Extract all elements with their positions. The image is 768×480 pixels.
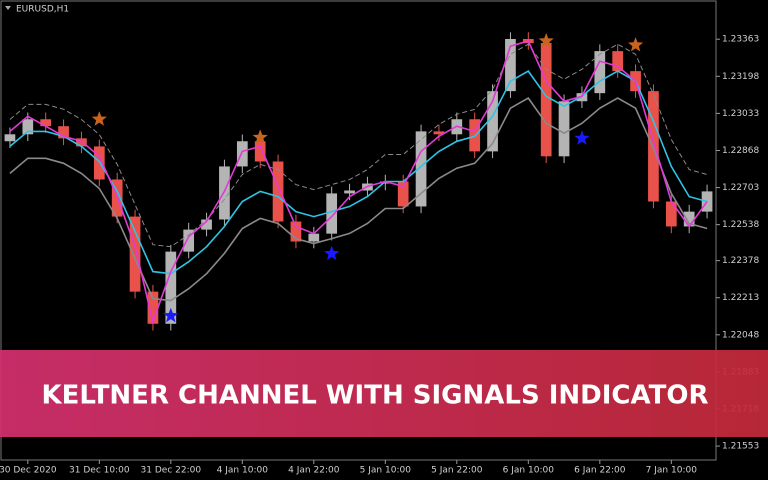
x-tick-label: 6 Jan 10:00 [503, 466, 555, 476]
candle-body [4, 134, 16, 142]
signal-star [252, 129, 268, 144]
indicator-line [9, 97, 708, 302]
x-tick-label: 7 Jan 10:00 [646, 466, 698, 476]
x-tick-label: 4 Jan 22:00 [288, 466, 340, 476]
x-tick-label: 5 Jan 22:00 [431, 466, 483, 476]
candle-body [22, 119, 34, 135]
x-tick-label: 6 Jan 22:00 [574, 466, 626, 476]
candle-body [540, 43, 552, 157]
candle-body [40, 119, 52, 127]
candle-body [344, 190, 355, 194]
candle-body [308, 233, 320, 242]
signal-star [91, 111, 107, 126]
signal-star [574, 130, 590, 145]
indicator-line [9, 70, 708, 275]
candle-body [76, 138, 87, 147]
y-tick-label: 1.23363 [722, 35, 759, 45]
candle-body [236, 141, 248, 167]
candle-body [397, 181, 409, 207]
indicator-line [9, 40, 708, 325]
candle-body [487, 91, 498, 152]
candle-body [326, 193, 338, 234]
title-icon [5, 6, 11, 10]
banner-text: KELTNER CHANNEL WITH SIGNALS INDICATOR [42, 381, 709, 411]
candle-body [165, 251, 177, 324]
indicator-line [9, 43, 708, 248]
x-tick-label: 31 Dec 22:00 [141, 466, 202, 476]
candle-body [129, 216, 141, 292]
candle-body [594, 51, 606, 94]
y-tick-label: 1.22868 [722, 146, 759, 156]
banner [0, 350, 768, 437]
plot-frame [0, 0, 717, 461]
y-tick-label: 1.22378 [722, 256, 759, 266]
chart-title: EURUSD,H1 [16, 5, 69, 15]
y-tick-label: 1.22213 [722, 293, 759, 303]
signal-star [538, 33, 554, 48]
signal-star [628, 37, 644, 52]
y-tick-label: 1.21553 [722, 442, 759, 452]
candle-body [254, 141, 266, 162]
candle-body [576, 93, 588, 102]
y-tick-label: 1.23033 [722, 109, 759, 119]
candle-body [201, 219, 212, 230]
candle-body [290, 221, 302, 242]
candle-body [219, 166, 230, 220]
x-tick-label: 4 Jan 10:00 [217, 466, 269, 476]
candle-body [183, 229, 195, 252]
y-tick-label: 1.22703 [722, 183, 759, 193]
y-tick-label: 1.23198 [722, 72, 759, 82]
candle-body [665, 201, 677, 227]
signal-star [324, 245, 340, 261]
candle-body [272, 161, 284, 222]
candle-body [558, 101, 570, 157]
candle-body [505, 38, 516, 92]
x-tick-label: 30 Dec 2020 [0, 466, 57, 476]
plot: 1.23363 1.23198 1.23033 1.22868 1.22703 1.225… [0, 32, 759, 476]
candle-body [58, 126, 69, 139]
y-tick-label: 1.22048 [722, 330, 759, 340]
y-tick-label: 1.22538 [722, 220, 759, 230]
candle-body [147, 291, 159, 324]
candle-body [433, 131, 445, 135]
signal-star [163, 307, 179, 323]
x-tick-label: 5 Jan 10:00 [360, 466, 412, 476]
x-tick-label: 31 Dec 10:00 [69, 466, 130, 476]
candle-body [612, 51, 624, 72]
candle-body [415, 131, 427, 207]
candle-body [683, 211, 695, 227]
